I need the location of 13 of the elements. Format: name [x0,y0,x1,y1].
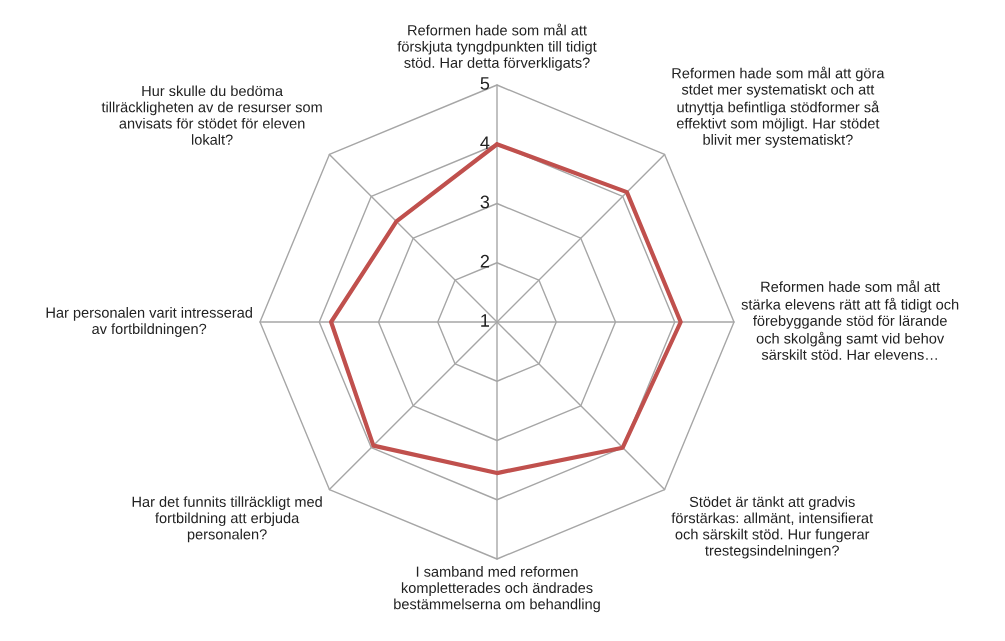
spoke-label: Stödet är tänkt att gradvis förstärkas: allmänt, intensifierat och särskilt stöd. Hur fungerar trestegsindelningen? [671,496,873,559]
spoke-label: I samband med reformen kompletterades och ändrades bestämmelserna om behandling [394,566,600,613]
y-tick-label: 1 [481,314,490,327]
y-tick-label: 3 [480,195,490,209]
y-tick-label: 4 [480,136,490,149]
y-tick-label: 2 [480,254,489,268]
spoke-label: Reformen hade som mål att förskjuta tyngdpunkten till tidigt stöd. Har detta förverkligats? [397,23,597,71]
spoke-label: Reformen hade som mål att stärka elevens rätt att få tidigt och förebyggande stöd för lärande och skolgång samt vid behov särskilt stöd. Har elevens… [741,280,959,360]
spoke-label: Har det funnits tillräckligt med fortbildning att erbjuda personalen? [132,496,322,543]
spoke-label: Reformen hade som mål att göra stdet mer systematiskt och att utnyttja befintliga stödformer så effektivt som möjligt. Har stödet blivit mer systematiskt? [672,66,885,148]
spoke-label: Hur skulle du bedöma tillräckligheten av de resurser som anvisats för stödet för eleven lokalt? [101,85,322,145]
spoke-label: Har personalen varit intresserad av fortbildningen? [46,307,252,337]
y-tick-label: 5 [480,77,490,90]
